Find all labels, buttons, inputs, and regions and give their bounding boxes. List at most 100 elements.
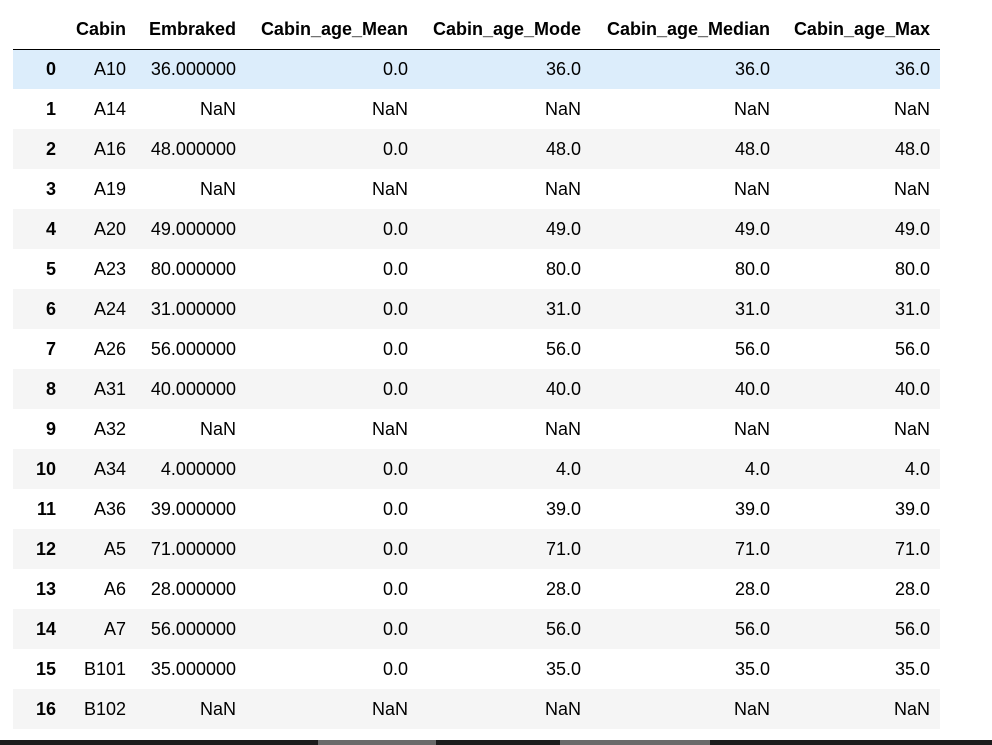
table-row[interactable]: 9 A32 NaN NaN NaN NaN NaN — [13, 409, 940, 449]
cell-cabin-age-mean: 0.0 — [382, 578, 408, 599]
table-row[interactable]: 3 A19 NaN NaN NaN NaN NaN — [13, 169, 940, 209]
cell-cabin-age-mode: 49.0 — [545, 218, 581, 239]
cell-cabin-age-median: NaN — [733, 178, 770, 199]
cell-cabin-age-mean: 0.0 — [382, 258, 408, 279]
taskbar-segment — [560, 740, 710, 745]
cell-cabin: A19 — [93, 178, 126, 199]
cell-cabin-age-mean: 0.0 — [382, 218, 408, 239]
cell-cabin-age-mean: 0.0 — [382, 338, 408, 359]
cell-cabin-age-mode: NaN — [544, 418, 581, 439]
cell-embraked: 48.000000 — [150, 138, 236, 159]
table-row[interactable]: 1 A14 NaN NaN NaN NaN NaN — [13, 89, 940, 129]
cell-cabin-age-mean: 0.0 — [382, 138, 408, 159]
dataframe-output: Cabin Embraked Cabin_age_Mean Cabin_age_… — [13, 11, 940, 729]
cell-embraked: 49.000000 — [150, 218, 236, 239]
row-index: 7 — [45, 338, 56, 359]
cell-cabin-age-median: 80.0 — [734, 258, 770, 279]
table-row[interactable]: 4 A20 49.000000 0.0 49.0 49.0 49.0 — [13, 209, 940, 249]
cell-cabin-age-max: 31.0 — [894, 298, 930, 319]
cell-cabin: A34 — [93, 458, 126, 479]
cell-embraked: NaN — [199, 698, 236, 719]
row-index: 16 — [35, 698, 56, 719]
cell-cabin-age-max: 40.0 — [894, 378, 930, 399]
cell-cabin-age-max: NaN — [893, 418, 930, 439]
cell-cabin-age-max: 56.0 — [894, 618, 930, 639]
cell-cabin-age-max: NaN — [893, 98, 930, 119]
cell-cabin-age-mode: 56.0 — [545, 618, 581, 639]
cell-embraked: 36.000000 — [150, 58, 236, 79]
cell-cabin-age-mode: 39.0 — [545, 498, 581, 519]
cell-cabin-age-max: NaN — [893, 698, 930, 719]
table-row[interactable]: 10 A34 4.000000 0.0 4.0 4.0 4.0 — [13, 449, 940, 489]
cell-cabin-age-mode: 35.0 — [545, 658, 581, 679]
cell-cabin-age-mean: NaN — [371, 418, 408, 439]
table-body: 0 A10 36.000000 0.0 36.0 36.0 36.0 1 A14 NaN NaN Na… — [13, 49, 940, 729]
cell-cabin-age-mean: 0.0 — [382, 58, 408, 79]
cell-cabin-age-median: 35.0 — [734, 658, 770, 679]
cell-cabin-age-max: 80.0 — [894, 258, 930, 279]
row-index: 6 — [45, 298, 56, 319]
cell-cabin-age-max: NaN — [893, 178, 930, 199]
table-row[interactable]: 6 A24 31.000000 0.0 31.0 31.0 31.0 — [13, 289, 940, 329]
header-cabin-age-mean: Cabin_age_Mean — [246, 11, 418, 50]
cell-cabin-age-median: NaN — [733, 418, 770, 439]
cell-embraked: 4.000000 — [160, 458, 236, 479]
cell-cabin: A24 — [93, 298, 126, 319]
cell-cabin-age-max: 39.0 — [894, 498, 930, 519]
table-row[interactable]: 8 A31 40.000000 0.0 40.0 40.0 40.0 — [13, 369, 940, 409]
row-index: 12 — [35, 538, 56, 559]
cell-cabin: A26 — [93, 338, 126, 359]
cell-cabin-age-median: NaN — [733, 698, 770, 719]
cell-cabin-age-mean: NaN — [371, 98, 408, 119]
cell-embraked: NaN — [199, 98, 236, 119]
table-row[interactable]: 5 A23 80.000000 0.0 80.0 80.0 80.0 — [13, 249, 940, 289]
cell-cabin: A23 — [93, 258, 126, 279]
cell-cabin-age-median: 31.0 — [734, 298, 770, 319]
cell-cabin-age-mean: 0.0 — [382, 658, 408, 679]
row-index: 5 — [45, 258, 56, 279]
cell-cabin-age-median: 40.0 — [734, 378, 770, 399]
cell-cabin: A10 — [93, 58, 126, 79]
cell-cabin-age-max: 71.0 — [894, 538, 930, 559]
table-row[interactable]: 2 A16 48.000000 0.0 48.0 48.0 48.0 — [13, 129, 940, 169]
table-row[interactable]: 15 B101 35.000000 0.0 35.0 35.0 35.0 — [13, 649, 940, 689]
table-row[interactable]: 14 A7 56.000000 0.0 56.0 56.0 56.0 — [13, 609, 940, 649]
cell-cabin-age-mean: 0.0 — [382, 498, 408, 519]
cell-cabin-age-median: 28.0 — [734, 578, 770, 599]
table-row[interactable]: 11 A36 39.000000 0.0 39.0 39.0 39.0 — [13, 489, 940, 529]
cell-cabin-age-max: 49.0 — [894, 218, 930, 239]
cell-cabin: A20 — [93, 218, 126, 239]
header-index — [13, 11, 66, 50]
cell-cabin-age-mean: 0.0 — [382, 538, 408, 559]
cell-cabin: A32 — [93, 418, 126, 439]
header-embraked: Embraked — [136, 11, 246, 50]
cell-cabin-age-mode: 56.0 — [545, 338, 581, 359]
cell-embraked: NaN — [199, 178, 236, 199]
cell-cabin-age-median: 48.0 — [734, 138, 770, 159]
cell-cabin-age-mode: 71.0 — [545, 538, 581, 559]
table-row[interactable]: 16 B102 NaN NaN NaN NaN NaN — [13, 689, 940, 729]
table-header: Cabin Embraked Cabin_age_Mean Cabin_age_… — [13, 11, 940, 50]
row-index: 10 — [35, 458, 56, 479]
row-index: 14 — [35, 618, 56, 639]
cell-cabin: B101 — [83, 658, 126, 679]
taskbar-segment — [318, 740, 436, 745]
cell-cabin-age-mode: 80.0 — [545, 258, 581, 279]
cell-cabin-age-mode: 31.0 — [545, 298, 581, 319]
table-row[interactable]: 0 A10 36.000000 0.0 36.0 36.0 36.0 — [13, 49, 940, 89]
cell-cabin: A6 — [103, 578, 126, 599]
cell-embraked: 56.000000 — [150, 338, 236, 359]
table-row[interactable]: 12 A5 71.000000 0.0 71.0 71.0 71.0 — [13, 529, 940, 569]
cell-cabin-age-mean: 0.0 — [382, 298, 408, 319]
row-index: 4 — [45, 218, 56, 239]
cell-embraked: 31.000000 — [150, 298, 236, 319]
table-row[interactable]: 7 A26 56.000000 0.0 56.0 56.0 56.0 — [13, 329, 940, 369]
cell-cabin-age-median: NaN — [733, 98, 770, 119]
cell-cabin-age-mode: NaN — [544, 98, 581, 119]
cell-embraked: 35.000000 — [150, 658, 236, 679]
table-row[interactable]: 13 A6 28.000000 0.0 28.0 28.0 28.0 — [13, 569, 940, 609]
cell-cabin: A7 — [103, 618, 126, 639]
header-cabin-age-max: Cabin_age_Max — [780, 11, 940, 50]
cell-cabin-age-max: 35.0 — [894, 658, 930, 679]
cell-cabin-age-median: 36.0 — [734, 58, 770, 79]
